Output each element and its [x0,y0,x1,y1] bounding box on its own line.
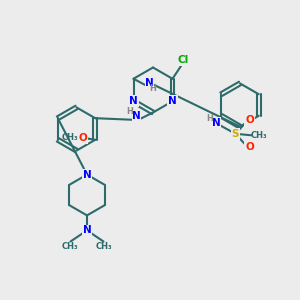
Text: N: N [212,118,220,128]
Text: H: H [206,114,213,123]
Text: O: O [245,115,254,125]
Text: S: S [232,129,239,139]
Text: N: N [145,78,154,88]
Text: N: N [82,225,91,236]
Text: Cl: Cl [177,55,189,65]
Text: CH₃: CH₃ [61,242,78,251]
Text: H: H [149,84,156,93]
Text: CH₃: CH₃ [96,242,112,251]
Text: N: N [129,96,138,106]
Text: CH₃: CH₃ [251,131,268,140]
Text: N: N [132,111,141,122]
Text: H: H [127,107,133,116]
Text: O: O [79,133,88,143]
Text: CH₃: CH₃ [62,133,78,142]
Text: N: N [82,169,91,180]
Text: N: N [168,96,177,106]
Text: O: O [245,142,254,152]
